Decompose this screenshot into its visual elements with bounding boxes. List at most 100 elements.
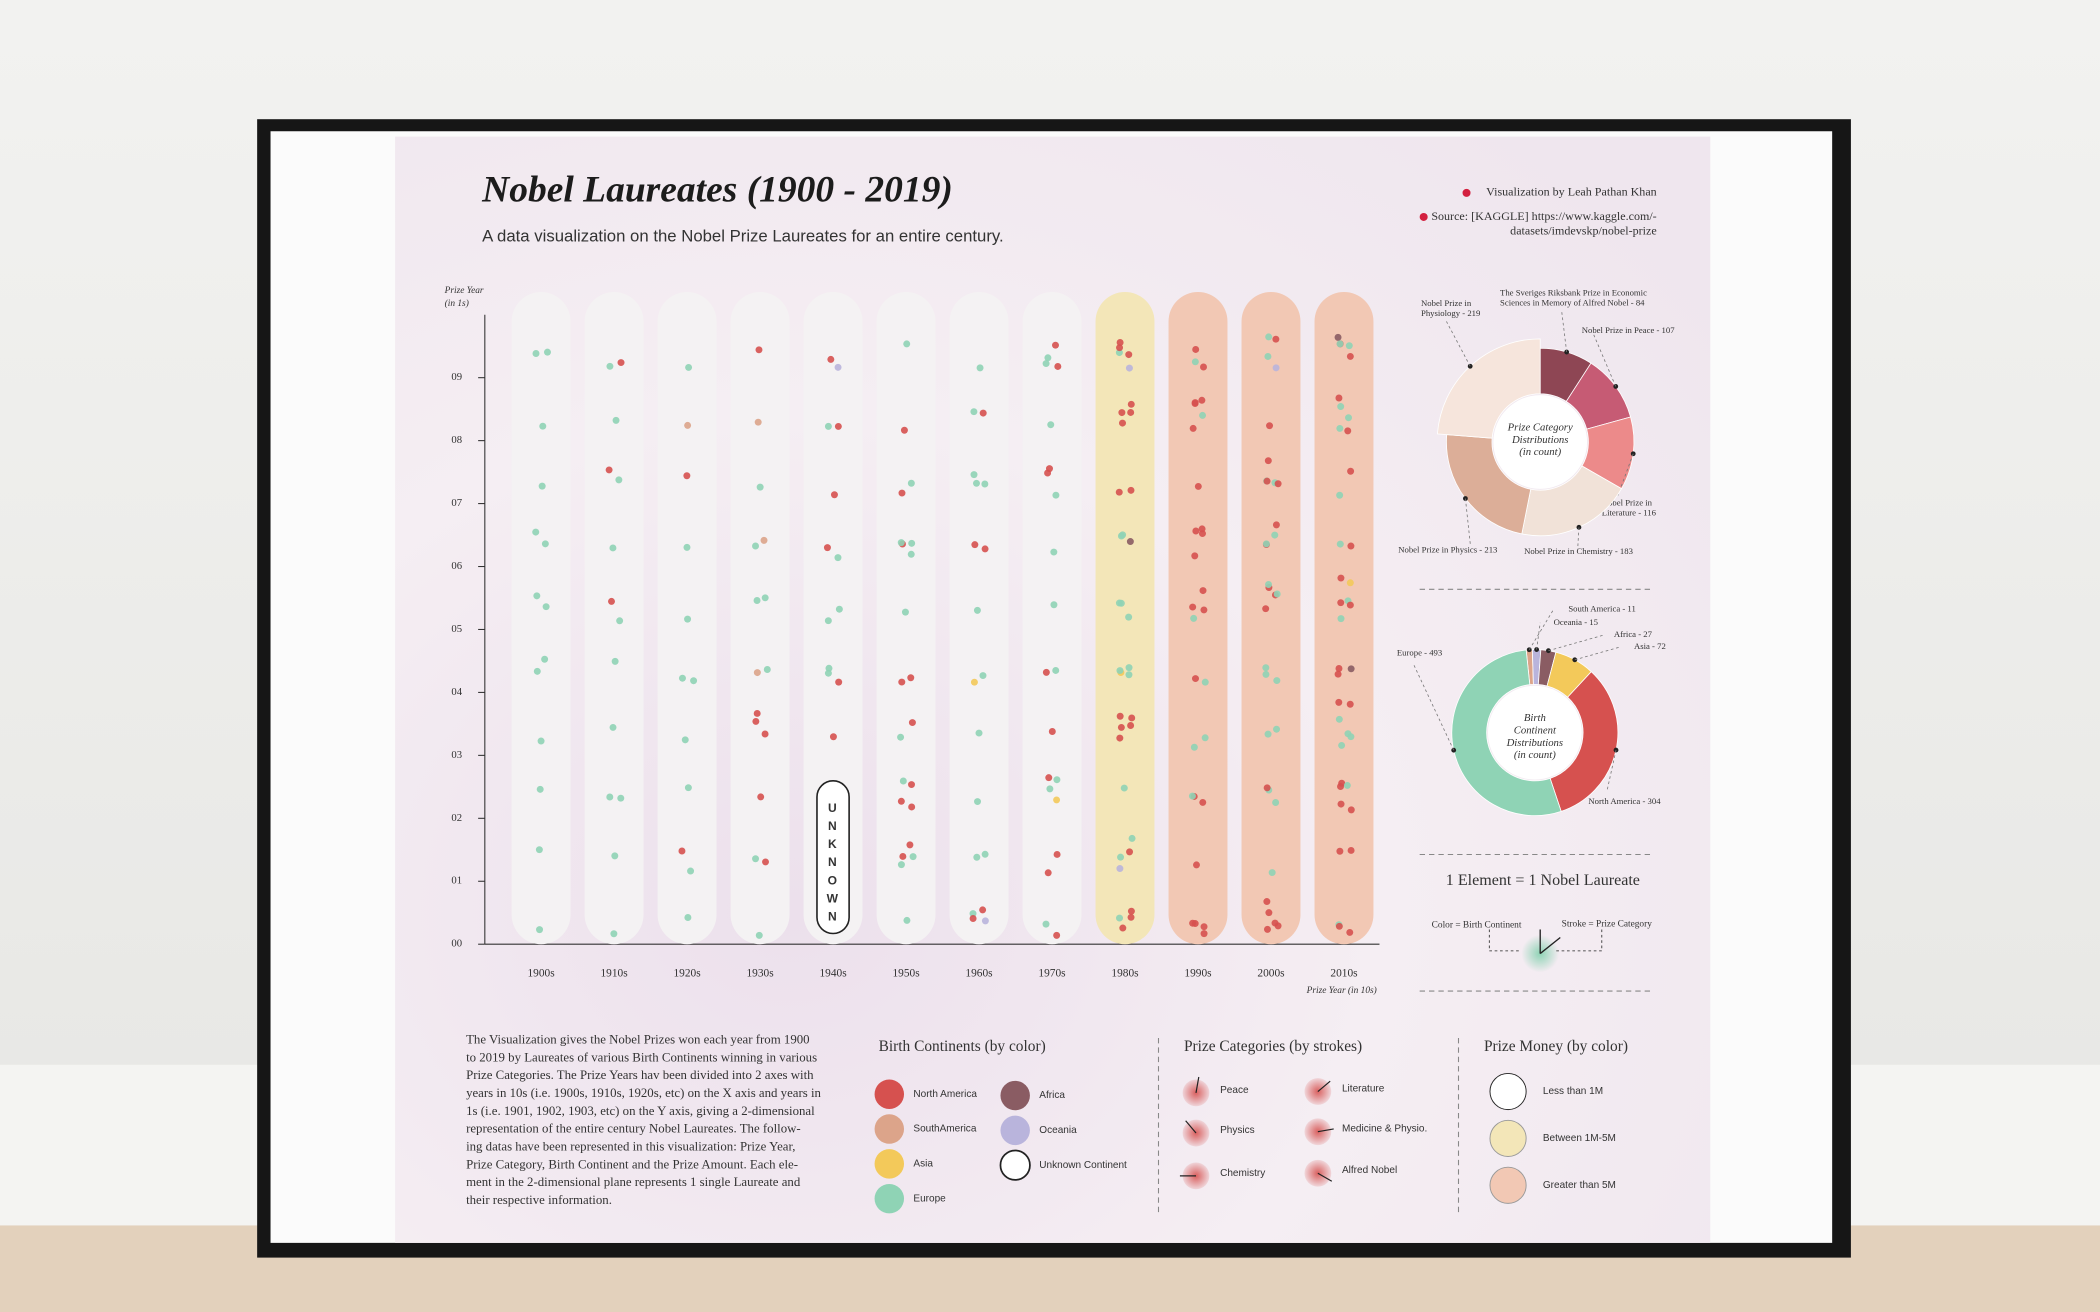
laureate-glyph: [1262, 670, 1270, 678]
legend-label: Africa: [1039, 1090, 1065, 1101]
y-tick-label: 07: [451, 497, 462, 509]
leader-line: [1606, 749, 1617, 791]
pie-label: The Sveriges Riksbank Prize in Economic S…: [1500, 287, 1647, 307]
laureate-glyph: [908, 781, 915, 789]
laureate-glyph: [1337, 782, 1344, 790]
laureate-glyph: [1264, 457, 1272, 465]
leader-line: [1561, 310, 1568, 353]
decade-column: [584, 291, 644, 945]
legend-stroke: [1317, 1128, 1334, 1133]
laureate-glyph: [1265, 909, 1273, 917]
laureate-glyph: [543, 348, 551, 356]
pie-label: Oceania - 15: [1554, 617, 1598, 627]
laureate-glyph: [1125, 613, 1133, 621]
laureate-glyph: [1198, 396, 1206, 404]
laureate-glyph: [1115, 349, 1123, 357]
laureate-glyph: [606, 362, 614, 370]
decade-column: [1095, 291, 1155, 945]
laureate-glyph: [1345, 342, 1353, 350]
laureate-glyph: [1335, 922, 1343, 930]
laureate-glyph: [973, 606, 981, 614]
legend-swatch: [1000, 1115, 1030, 1146]
laureate-glyph: [1053, 931, 1061, 939]
legend-stroke: [1317, 1080, 1331, 1092]
laureate-glyph: [753, 596, 761, 604]
laureate-glyph: [824, 617, 832, 625]
x-tick-label: 1970s: [1038, 967, 1066, 979]
laureate-glyph: [1053, 796, 1061, 804]
laureate-glyph: [827, 355, 835, 363]
laureate-glyph: [532, 350, 540, 357]
laureate-glyph: [537, 737, 545, 745]
laureate-glyph: [539, 422, 547, 430]
pie-title: Prize Category Distributions (in count): [1507, 422, 1573, 459]
x-tick-label: 1980s: [1111, 967, 1139, 979]
pie-title: Birth Continent Distributions (in count): [1506, 713, 1564, 762]
laureate-glyph: [1262, 540, 1270, 548]
y-tick-label: 05: [451, 623, 462, 635]
credit: Source: [KAGGLE] https://www.kaggle.com/…: [1431, 209, 1656, 238]
laureate-glyph: [1126, 538, 1134, 546]
legend-stroke: [1185, 1120, 1197, 1134]
laureate-glyph: [1044, 354, 1052, 362]
pie-label: Nobel Prize in Physics - 213: [1398, 544, 1497, 554]
decade-column: [1168, 291, 1228, 945]
laureate-glyphs: [1115, 339, 1136, 932]
laureate-glyph: [1125, 671, 1133, 679]
laureate-glyph: [753, 669, 761, 677]
laureate-glyph: [1116, 914, 1123, 922]
laureate-glyph: [1194, 482, 1202, 490]
laureate-glyphs: [969, 364, 989, 925]
pie-slice: [1436, 338, 1541, 439]
laureate-glyph: [536, 926, 544, 934]
laureate-glyph: [1201, 678, 1209, 686]
laureate-glyph: [824, 422, 832, 430]
laureate-glyph: [1042, 668, 1050, 676]
laureate-glyph: [683, 472, 691, 480]
legend-swatch: [999, 1149, 1031, 1181]
laureate-glyph: [898, 489, 906, 497]
laureate-glyph: [1347, 542, 1355, 550]
leader-line: [1574, 646, 1621, 661]
laureate-glyph: [1046, 465, 1053, 473]
dividers: [1157, 588, 1655, 1213]
laureate-glyph: [763, 666, 771, 673]
laureate-glyph: [1042, 920, 1050, 928]
laureate-glyph: [908, 803, 916, 811]
x-tick-label: 2010s: [1330, 967, 1358, 979]
laureate-glyph: [541, 655, 549, 663]
legend-label: North America: [913, 1089, 977, 1100]
laureate-glyph: [1046, 785, 1054, 793]
laureate-glyph: [1117, 723, 1125, 731]
laureate-glyph: [683, 543, 691, 551]
laureate-glyph: [906, 841, 914, 849]
laureate-glyph: [1336, 847, 1344, 855]
y-tick-label: 00: [451, 938, 462, 950]
x-tick-label: 1900s: [527, 967, 555, 979]
subtitle: A data visualization on the Nobel Prize …: [482, 226, 1004, 245]
laureate-glyph: [605, 466, 613, 474]
laureate-glyph: [1337, 599, 1345, 607]
laureate-glyphs: [605, 359, 625, 938]
x-tick-label: 1950s: [892, 967, 920, 979]
laureate-glyph: [897, 861, 905, 869]
legend-stroke: [1317, 1172, 1333, 1182]
laureate-glyph: [1192, 527, 1200, 535]
laureate-glyph: [608, 597, 615, 605]
leader-line: [1536, 622, 1541, 650]
laureate-glyph: [1126, 848, 1134, 856]
laureate-glyph: [761, 594, 769, 602]
laureate-glyph: [971, 541, 979, 549]
laureate-glyphs: [1262, 333, 1282, 933]
description-line: ing datas have been represented in this …: [466, 1139, 795, 1153]
laureate-glyph: [1265, 580, 1273, 588]
laureate-glyph: [1335, 698, 1343, 706]
pie-label: Nobel Prize in Peace - 107: [1582, 325, 1676, 335]
legend-label: Between 1M-5M: [1543, 1133, 1616, 1144]
laureate-glyph: [754, 418, 762, 426]
laureate-glyph: [1053, 850, 1061, 858]
laureate-glyph: [907, 550, 915, 558]
laureate-glyph: [1042, 360, 1050, 368]
laureate-glyph: [908, 539, 916, 547]
laureate-glyph: [1272, 335, 1280, 343]
